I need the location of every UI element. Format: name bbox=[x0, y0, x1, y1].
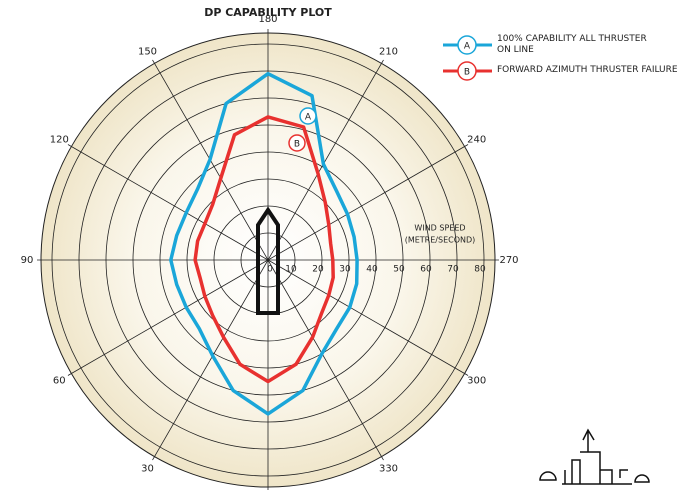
angle-label: 270 bbox=[499, 255, 518, 266]
annotation: WIND SPEED bbox=[414, 224, 465, 233]
chart-title: DP CAPABILITY PLOT bbox=[204, 6, 332, 19]
r-tick-label: 60 bbox=[420, 265, 432, 275]
r-tick-label: 40 bbox=[366, 265, 378, 275]
angle-label: 30 bbox=[141, 464, 154, 475]
r-tick-label: 80 bbox=[474, 265, 486, 275]
legend-marker-label: B bbox=[464, 68, 470, 78]
angle-label: 120 bbox=[50, 135, 69, 146]
angle-label: 240 bbox=[467, 135, 486, 146]
series-marker-label: B bbox=[294, 140, 300, 150]
ship-icon bbox=[540, 430, 649, 484]
angle-label: 300 bbox=[467, 376, 486, 387]
angle-label: 150 bbox=[138, 46, 157, 57]
page: {"chart_data": { "type": "polar", "title… bbox=[0, 0, 698, 490]
angle-label: 210 bbox=[379, 46, 398, 57]
angle-label: 90 bbox=[21, 255, 34, 266]
r-tick-label: 30 bbox=[339, 265, 351, 275]
r-tick-label: 20 bbox=[312, 265, 324, 275]
angle-label: 60 bbox=[53, 376, 66, 387]
r-tick-label: 70 bbox=[447, 265, 459, 275]
series-marker-label: A bbox=[305, 113, 312, 123]
legend-label: FORWARD AZIMUTH THRUSTER FAILURE bbox=[497, 65, 697, 76]
annotation: (METRE/SECOND) bbox=[405, 236, 476, 245]
angle-label: 330 bbox=[379, 464, 398, 475]
legend-label: 100% CAPABILITY ALL THRUSTER ON LINE bbox=[497, 34, 657, 56]
legend-marker-label: A bbox=[464, 42, 471, 52]
r-tick-label: 50 bbox=[393, 265, 405, 275]
